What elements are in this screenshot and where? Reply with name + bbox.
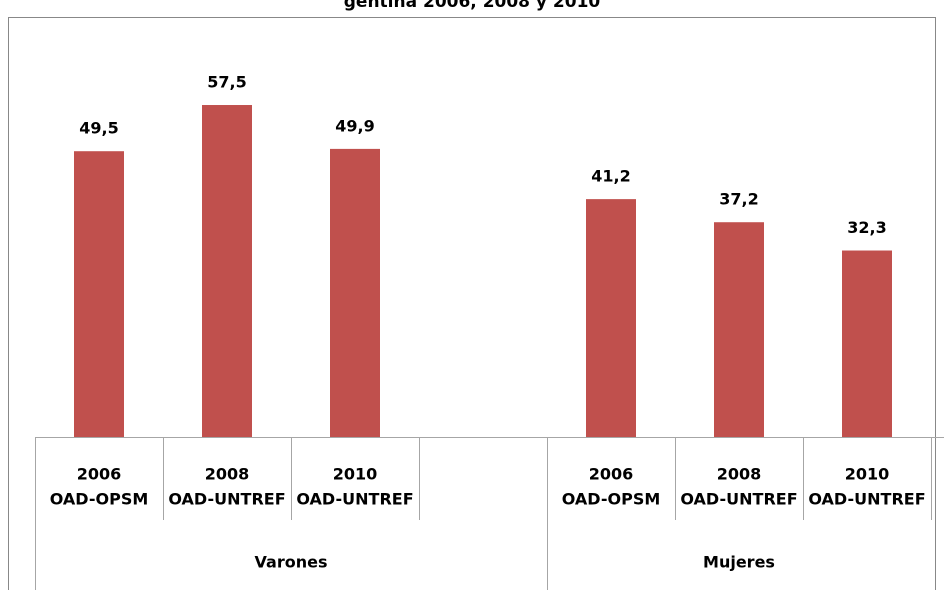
x-tick-label: 2006 xyxy=(589,465,634,484)
data-label: 57,5 xyxy=(207,73,246,92)
bar xyxy=(330,148,380,438)
data-label: 37,2 xyxy=(719,190,758,209)
bar xyxy=(74,151,124,438)
x-tick-label: OAD-UNTREF xyxy=(808,490,925,509)
x-tick-label: OAD-OPSM xyxy=(562,490,661,509)
x-tick-label: 2010 xyxy=(845,465,890,484)
x-tick-label: 2008 xyxy=(205,465,250,484)
x-tick-label: 2010 xyxy=(333,465,378,484)
data-label: 49,9 xyxy=(335,116,374,135)
x-tick-label: OAD-UNTREF xyxy=(168,490,285,509)
bar xyxy=(842,250,892,437)
group-label: Varones xyxy=(255,553,328,572)
chart-frame xyxy=(8,17,936,590)
x-tick-label: 2008 xyxy=(717,465,762,484)
x-tick-label: OAD-OPSM xyxy=(50,490,149,509)
x-tick-label: 2006 xyxy=(77,465,122,484)
data-label: 32,3 xyxy=(847,218,886,237)
chart-title: gentina 2006, 2008 y 2010 xyxy=(344,0,601,12)
group-label: Mujeres xyxy=(703,553,775,572)
bar xyxy=(202,105,252,437)
x-tick-label: OAD-UNTREF xyxy=(680,490,797,509)
data-label: 41,2 xyxy=(591,167,630,186)
x-tick-label: OAD-UNTREF xyxy=(296,490,413,509)
data-label: 49,5 xyxy=(79,119,118,138)
bar xyxy=(586,199,636,437)
bar xyxy=(714,222,764,437)
